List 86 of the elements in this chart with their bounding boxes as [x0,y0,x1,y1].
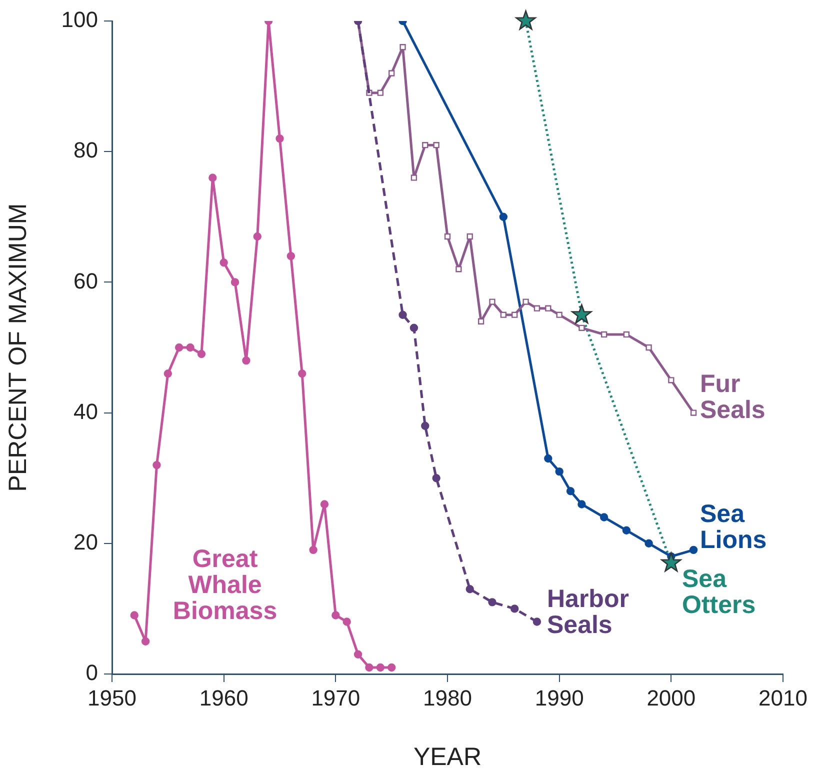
point [488,598,496,606]
point [130,611,138,620]
point [286,252,296,260]
y-tick-label: 100 [61,7,98,32]
y-tick-label: 20 [74,529,98,554]
point [544,454,552,463]
point [208,174,217,182]
point [622,526,631,534]
point [422,142,428,148]
y-axis-title: PERCENT OF MAXIMUM [4,203,32,492]
x-tick-label: 2000 [646,685,696,710]
point [242,356,250,365]
point [478,318,484,324]
point [644,539,653,548]
point [320,500,329,508]
point [377,90,384,96]
point [332,611,340,620]
point [489,298,496,305]
point [398,310,407,319]
point [432,474,440,482]
point [466,585,474,594]
point [466,233,473,240]
point [197,350,206,358]
x-tick-label: 2010 [758,685,808,710]
point [516,10,536,30]
point [456,266,462,272]
point [309,546,318,554]
series-label: Fur Seals [700,370,766,424]
point [510,604,519,613]
point [690,410,697,416]
y-tick-label: 40 [74,398,98,424]
x-tick-label: 1960 [199,685,248,710]
point [410,174,418,181]
point [276,134,284,143]
y-tick-label: 80 [74,138,98,163]
point [433,142,440,148]
point [410,324,418,332]
point [545,305,552,312]
x-tick-label: 1950 [88,685,136,710]
series-label: Sea Otters [682,564,756,619]
x-tick-label: 1980 [423,685,472,710]
series-label: Harbor Seals [547,584,630,639]
point [566,487,575,496]
point [572,304,592,324]
point [421,422,430,430]
series-label: Great Whale Biomass [172,544,278,625]
point [499,212,508,221]
point [365,663,374,672]
point [152,460,161,470]
point [578,500,586,508]
point [600,331,608,338]
point [522,298,529,305]
x-tick-label: 1990 [534,685,584,710]
x-tick-label: 1970 [311,685,360,710]
point [555,467,564,476]
x-axis-title: YEAR [413,742,482,771]
point [376,663,384,672]
point [400,44,406,50]
point [164,370,172,378]
point [141,637,150,646]
y-tick-label: 0 [86,660,98,686]
point [556,312,562,318]
point [342,618,351,626]
point [512,312,518,318]
point [444,233,451,240]
point [578,324,585,331]
point [689,546,698,554]
point [354,650,362,659]
point [298,370,306,378]
point [646,344,652,351]
point [388,70,395,76]
point [500,312,506,318]
point [253,232,262,241]
point [230,278,240,286]
point [623,331,630,338]
y-tick-label: 60 [74,268,98,294]
point [220,258,228,267]
point [600,513,608,522]
point [387,663,396,672]
point [661,552,682,572]
point [532,618,542,626]
point [175,343,184,352]
point [668,377,674,384]
point [186,343,194,352]
series-label: Sea Lions [700,500,767,554]
point [534,305,540,312]
